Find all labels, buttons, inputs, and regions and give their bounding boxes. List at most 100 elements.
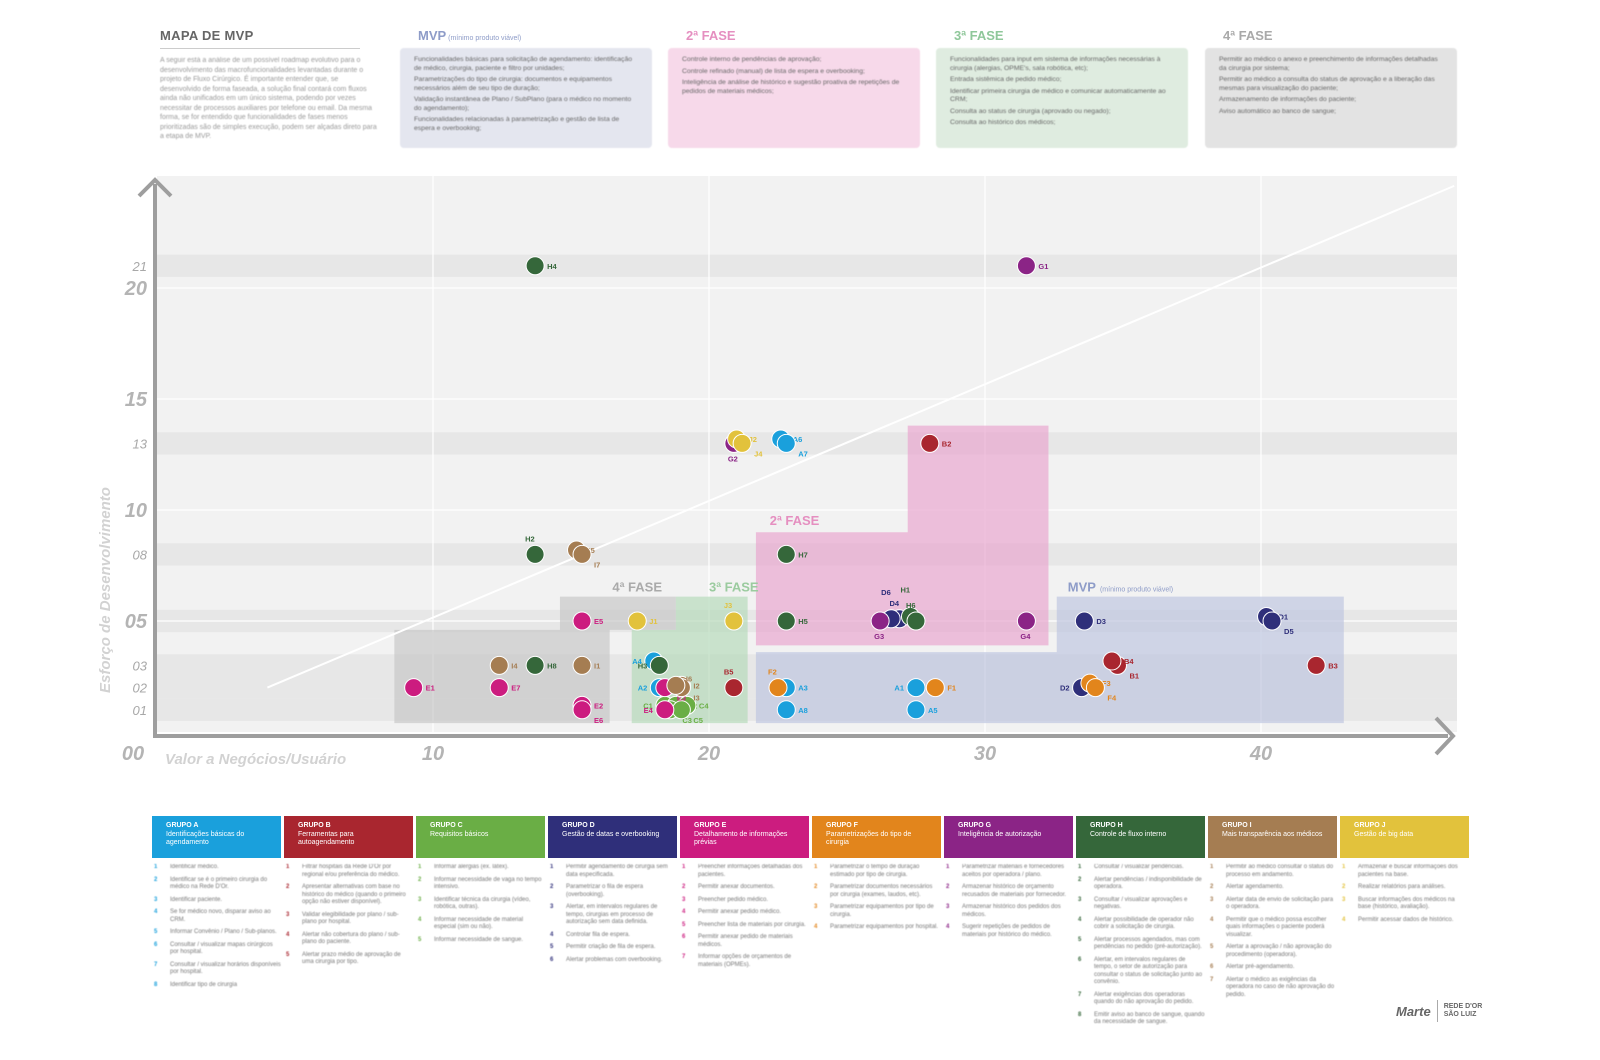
- group-header: GRUPO C Requisitos básicos: [416, 816, 545, 858]
- point-j3: [724, 611, 744, 631]
- y-axis-arrow: [137, 177, 173, 198]
- phase-title: 2ª FASE: [686, 28, 736, 43]
- group-item-text: Controlar fila de espera.: [566, 931, 631, 938]
- phase-item: Armazenamento de informações do paciente…: [1219, 96, 1357, 103]
- group-code: GRUPO B: [298, 822, 331, 829]
- group-item-number: 3: [286, 911, 290, 918]
- group-item: 6 Alertar, em intervalos regulares de tem…: [1078, 957, 1205, 987]
- group-item-text: Emitir aviso ao banco de sangue, quando …: [1094, 1011, 1205, 1026]
- point-i4: [489, 655, 509, 675]
- group-item-text: Consultar / visualizar mapas cirúrgicos …: [170, 941, 273, 956]
- group-item-text: Alertar, em intervalos regulares de temp…: [1094, 956, 1203, 986]
- group-header: GRUPO H Controle de fluxo interno: [1076, 816, 1205, 858]
- point-label: A6: [793, 435, 803, 444]
- group-item-number: 2: [814, 884, 818, 890]
- group-item: 1 Filtrar hospitais da Rede D'Or por regi…: [286, 864, 413, 879]
- group-name: Detalhamento de informações prévias: [694, 830, 788, 847]
- phase-region-label: 4ª FASE: [612, 580, 662, 595]
- group-name: Identificações básicas do agendamento: [166, 830, 245, 847]
- group-legend: GRUPO A Identificações básicas do agendam…: [152, 816, 1492, 1056]
- point-label: I3: [693, 694, 699, 703]
- group-item-number: 4: [1342, 916, 1346, 923]
- point-c5: [671, 700, 691, 720]
- group-items: 1 Permitir ao médico consultar o status d…: [1208, 858, 1337, 999]
- point-d5: [1262, 611, 1282, 631]
- group-item-text: Validar elegibilidade por plano / sub-pl…: [302, 911, 399, 926]
- group-item: 2 Permitir anexar documentos.: [682, 884, 809, 892]
- y-tick-label: 15: [125, 389, 148, 411]
- phase-title: MVP: [418, 28, 447, 43]
- point-label: B3: [1328, 661, 1338, 670]
- point-label: C3: [682, 716, 692, 725]
- point-label: B2: [942, 439, 952, 448]
- phase-item: Funcionalidades para input em sistema de…: [950, 56, 1161, 72]
- phase-box-f3: Funcionalidades para input em sistema de…: [936, 48, 1188, 148]
- point-label: H8: [547, 661, 557, 670]
- group-item-text: Informar alergias (ex. látex).: [434, 864, 509, 870]
- logo-divider: [1436, 1000, 1438, 1022]
- group-item: 5 Alertar a aprovação / não aprovação do …: [1210, 944, 1337, 959]
- group-item-text: Alertar a aprovação / não aprovação do p…: [1226, 944, 1332, 958]
- point-i1: [572, 655, 592, 675]
- point-g1: [1016, 256, 1036, 276]
- phase-heading-f3: 3ª FASE: [954, 28, 1004, 43]
- diagonal-line: [267, 184, 1455, 689]
- phase-item: Aviso automático ao banco de sangue;: [1219, 107, 1337, 115]
- phase-item: Consulta ao histórico dos médicos;: [950, 119, 1056, 126]
- y-tick-label: 08: [133, 547, 148, 562]
- group-item-text: Permitir anexar pedido médico.: [698, 909, 782, 915]
- group-column-h: GRUPO H Controle de fluxo interno 1 Consult…: [1076, 816, 1205, 1032]
- group-item-text: Realizar relatórios para análises.: [1358, 884, 1446, 890]
- group-column-e: GRUPO E Detalhamento de informações prévi…: [680, 816, 809, 974]
- phase-item: Parametrizações do tipo de cirurgia: doc…: [414, 76, 612, 92]
- point-h7: [776, 544, 796, 564]
- group-name: Controle de fluxo interno: [1090, 830, 1167, 838]
- point-b4: [1102, 651, 1122, 671]
- point-label: D5: [1284, 627, 1294, 636]
- phase-item: Validação instantânea de Plano / SubPlan…: [414, 96, 632, 112]
- point-label: J1: [649, 617, 657, 626]
- group-header: GRUPO G Inteligência de autorização: [944, 816, 1073, 858]
- group-item-number: 5: [286, 951, 290, 958]
- group-column-i: GRUPO I Mais transparência aos médicos 1 Pe…: [1208, 816, 1337, 1004]
- phase-box-mvp: Funcionalidades básicas para solicitação…: [400, 48, 652, 148]
- point-e5: [572, 611, 592, 631]
- y-tick-label: 05: [125, 611, 148, 633]
- group-name: Parametrizações do tipo de cirurgia: [826, 830, 912, 847]
- group-items: 1 Identificar médico. 2 Identificar se é o …: [152, 858, 281, 989]
- point-j1: [627, 611, 647, 631]
- group-item-number: 5: [1078, 936, 1082, 943]
- phase-heading-f2: 2ª FASE: [686, 28, 736, 43]
- point-h5: [776, 611, 796, 631]
- group-item: 5 Alertar prazo médio de aprovação de uma…: [286, 952, 413, 967]
- group-name: Inteligência de autorização: [958, 830, 1042, 838]
- group-item-text: Armazenar e buscar informações dos pacie…: [1358, 864, 1458, 878]
- group-code: GRUPO G: [958, 822, 992, 829]
- phase-item: Funcionalidades relacionadas à parametri…: [414, 116, 620, 132]
- y-tick-label: 13: [133, 436, 148, 451]
- point-b3: [1306, 655, 1326, 675]
- group-item-number: 4: [814, 924, 818, 930]
- point-f4: [1085, 678, 1105, 698]
- point-label: D2: [1060, 684, 1070, 693]
- footer-logo: Marte REDE D'OR SÃO LUIZ: [1396, 1000, 1482, 1022]
- group-item-text: Parametrizar materiais e fornecedores ac…: [962, 864, 1065, 878]
- group-item-text: Armazenar histórico dos pedidos dos médi…: [962, 904, 1061, 918]
- point-j4: [732, 433, 752, 453]
- group-item-text: Preencher pedido médico.: [698, 896, 769, 903]
- group-item: 5 Preencher lista de materiais por cirurg…: [682, 922, 809, 930]
- y-tick-label: 10: [125, 500, 147, 522]
- point-label: H5: [798, 617, 808, 626]
- group-item: 8 Identificar tipo de cirurgia: [154, 982, 281, 990]
- group-item-text: Alertar exigências dos operadoras quando…: [1094, 991, 1194, 1006]
- group-item-number: 1: [1210, 864, 1214, 870]
- group-column-j: GRUPO J Gestão de big data 1 Armazenar e bu…: [1340, 816, 1469, 929]
- group-item: 4 Alertar possibilidade de operador não c…: [1078, 917, 1205, 932]
- point-label: E3: [677, 694, 686, 703]
- group-item-number: 7: [1210, 976, 1214, 983]
- group-item: 1 Permitir agendamento de cirurgia sem da…: [550, 864, 677, 879]
- group-header: GRUPO B Ferramentas para autoagendamento: [284, 816, 413, 858]
- group-item-number: 4: [946, 924, 950, 930]
- point-label: C1: [643, 701, 653, 710]
- point-label: A2: [638, 684, 648, 693]
